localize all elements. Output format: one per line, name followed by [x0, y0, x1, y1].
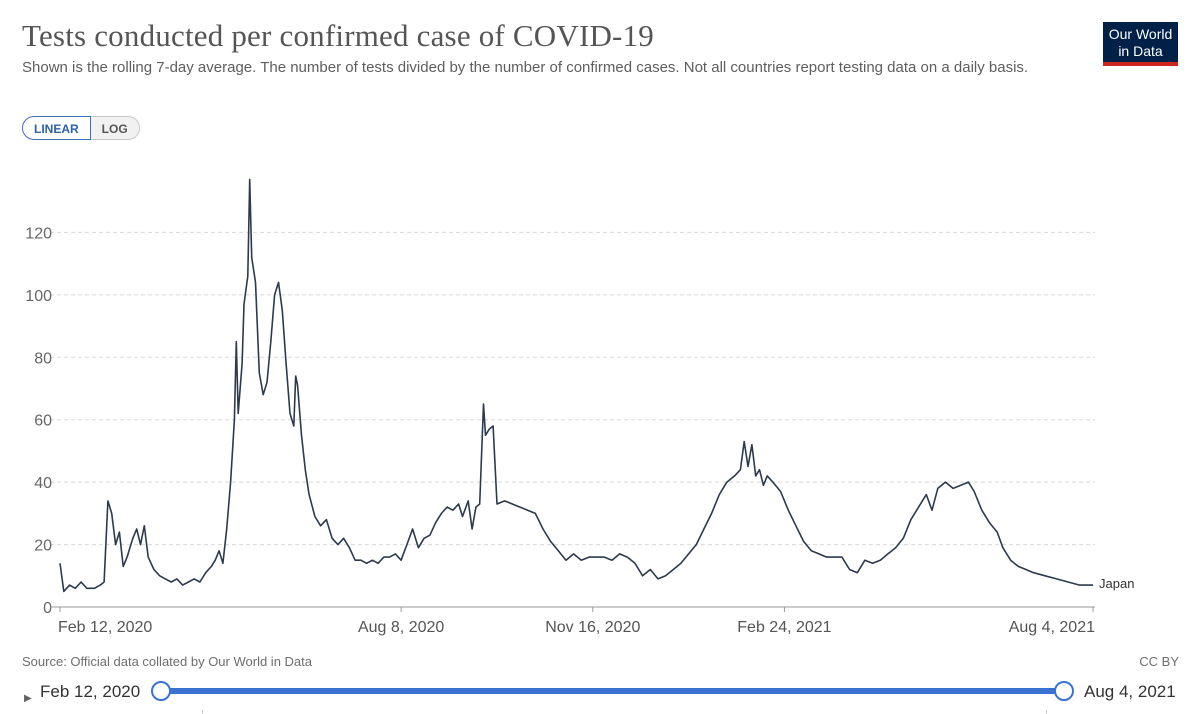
x-tick-label: Nov 16, 2020 — [545, 619, 640, 636]
timeline-end-handle[interactable] — [1054, 681, 1074, 701]
timeline: ▶ Feb 12, 2020 Aug 4, 2021 — [0, 676, 1200, 714]
timeline-tick — [202, 710, 203, 714]
chart-subtitle: Shown is the rolling 7-day average. The … — [22, 59, 1029, 76]
scale-toggle: LINEAR LOG — [22, 116, 140, 140]
owid-logo[interactable]: Our World in Data — [1103, 22, 1178, 66]
y-tick-label: 40 — [34, 475, 52, 492]
x-tick-label: Aug 8, 2020 — [358, 619, 444, 636]
timeline-start-handle[interactable] — [151, 681, 171, 701]
line-chart: 0 20 40 60 80 100 120 Feb 12, 2020 Aug 8, 2020 No… — [25, 178, 1134, 636]
y-tick-label: 60 — [34, 413, 52, 430]
logo-line-2: in Data — [1118, 43, 1163, 59]
source-note[interactable]: Source: Official data collated by Our Wo… — [22, 654, 312, 669]
play-icon[interactable]: ▶ — [24, 693, 32, 704]
logo-red-bar — [1103, 62, 1178, 66]
timeline-start-label: Feb 12, 2020 — [40, 682, 141, 701]
x-tick-label: Aug 4, 2021 — [1009, 619, 1095, 636]
timeline-ticks — [0, 710, 1200, 714]
y-tick-label: 20 — [34, 538, 52, 555]
y-tick-label: 0 — [43, 600, 52, 617]
license-label[interactable]: CC BY — [1139, 654, 1179, 669]
linear-scale-button[interactable]: LINEAR — [22, 116, 91, 140]
logo-line-1: Our World — [1108, 26, 1173, 42]
y-tick-label: 100 — [25, 288, 52, 305]
series-line-japan — [59, 178, 1093, 593]
y-tick-label: 80 — [34, 350, 52, 367]
timeline-tick — [1046, 710, 1047, 714]
timeline-track[interactable] — [161, 688, 1064, 694]
series-label: Japan — [1099, 576, 1134, 591]
x-tick-label: Feb 12, 2020 — [58, 619, 152, 636]
timeline-end-label: Aug 4, 2021 — [1084, 682, 1176, 701]
x-tick-label: Feb 24, 2021 — [737, 619, 831, 636]
log-scale-button[interactable]: LOG — [90, 116, 140, 140]
chart-title: Tests conducted per confirmed case of CO… — [22, 18, 654, 53]
y-tick-label: 120 — [25, 225, 52, 242]
